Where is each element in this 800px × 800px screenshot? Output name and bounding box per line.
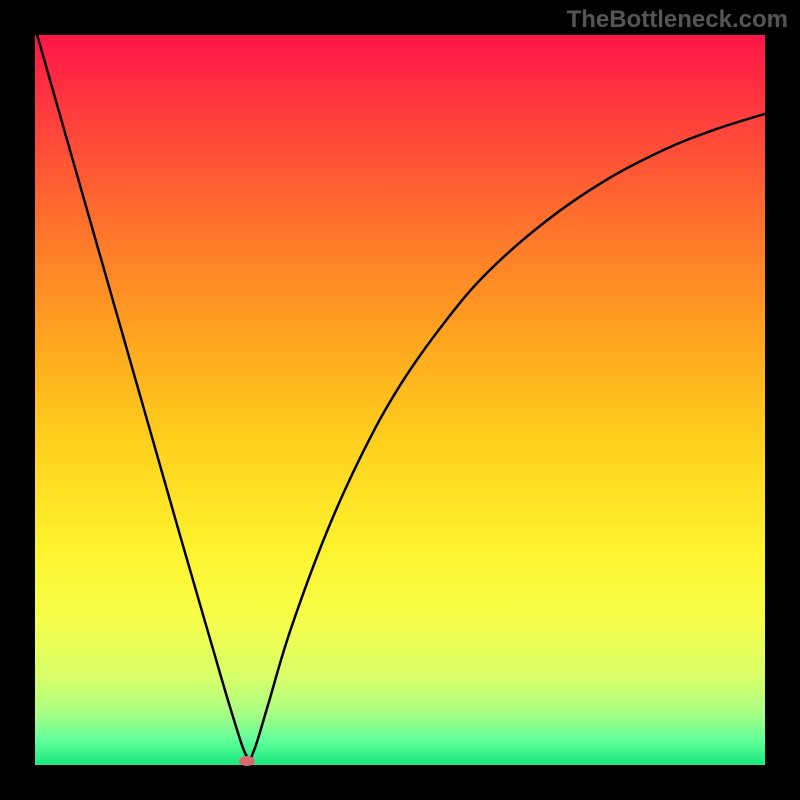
plot-area [35,35,765,765]
chart-svg [35,35,765,765]
gradient-background [35,35,765,765]
watermark-text: TheBottleneck.com [567,6,788,34]
chart-frame: TheBottleneck.com [0,0,800,800]
optimal-point-marker [239,756,255,766]
